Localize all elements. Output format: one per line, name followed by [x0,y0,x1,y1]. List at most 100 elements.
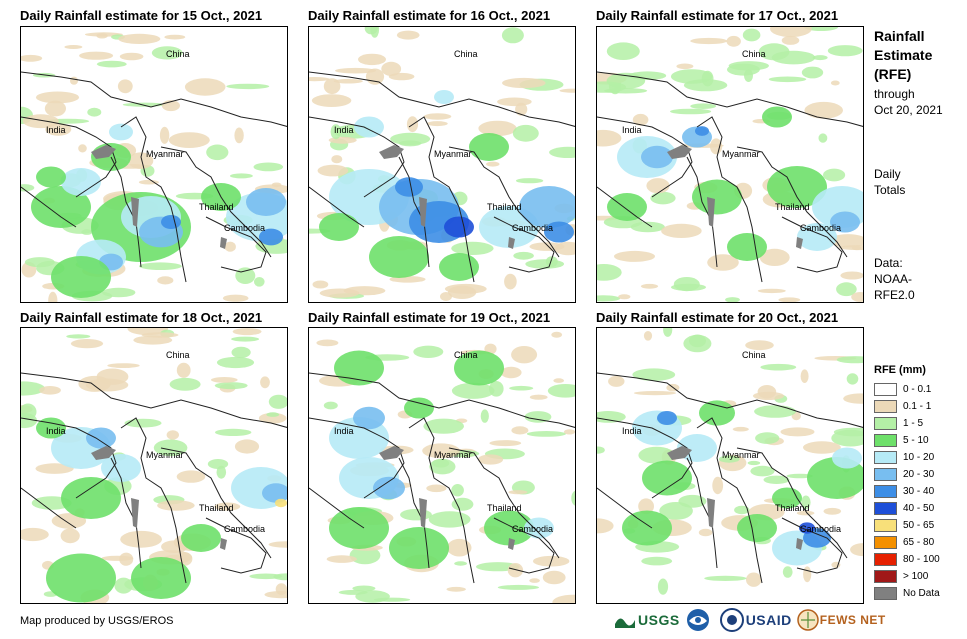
rain-patch [843,393,863,404]
rain-patch [829,234,863,248]
rain-patch [670,108,712,115]
rain-cell [737,514,777,542]
rain-patch [423,113,452,120]
legend-swatch [874,383,897,396]
rain-patch [559,88,575,93]
map-label-thailand: Thailand [199,503,234,513]
rain-patch [451,382,495,399]
legend-label: 0 - 0.1 [903,384,932,395]
rain-patch [44,100,66,117]
map-label-china: China [166,49,190,59]
country-border [309,372,575,428]
rain-patch [614,250,655,262]
rain-patch [21,184,35,192]
rain-patch [755,432,780,444]
rain-patch [326,555,357,563]
country-border [736,146,848,258]
rain-cell [797,223,837,251]
rain-cell [329,507,389,549]
rain-patch [750,465,775,477]
country-border [408,417,475,584]
rain-patch [211,377,238,383]
rain-patch [744,69,753,82]
rain-patch [509,385,534,391]
country-border [21,186,77,228]
rain-patch [659,502,693,520]
rain-patch [545,256,558,267]
legend-swatch [874,485,897,498]
rain-cell [36,166,66,188]
usgs-logo-icon [615,618,635,628]
rain-patch [66,334,91,339]
legend-item: > 100 [874,568,940,585]
sidebar-daily: Daily [874,167,901,181]
rain-patch [511,346,538,364]
rain-patch [500,366,522,379]
rain-patch [184,78,226,96]
rain-patch [676,63,694,70]
rain-patch [850,543,863,557]
rain-cell [61,168,101,196]
rain-cell [373,476,405,500]
panel-title-19oct: Daily Rainfall estimate for 19 Oct., 202… [308,310,551,325]
country-border [448,447,560,559]
rain-patch [206,144,229,161]
rain-patch [260,376,270,389]
rain-patch [390,132,431,145]
rain-patch [497,97,532,107]
rainfall-map [309,331,575,603]
map-panel-20oct: China India Myanmar Thailand Cambodia [596,327,864,604]
rain-patch [618,294,631,300]
legend-item: 50 - 65 [874,517,940,534]
legend-swatch [874,570,897,583]
rain-patch [800,369,809,383]
rain-patch [352,585,376,592]
rain-patch [515,102,528,116]
rain-patch [423,418,464,434]
legend-swatch [874,536,897,549]
rain-cell [444,216,474,238]
rain-cell [454,350,504,386]
rain-patch [35,463,74,474]
rain-patch [838,245,863,251]
no-data-area [91,145,227,249]
rain-patch [226,83,270,90]
country-border [309,487,365,529]
legend-swatch [874,502,897,515]
rain-patch [840,271,863,280]
country-border [597,71,863,127]
country-border [120,417,187,584]
rain-patch [823,507,842,515]
rain-patch [608,375,625,387]
legend-label: 0.1 - 1 [903,401,932,412]
sidebar-data-source: Data: NOAA- RFE2.0 [874,255,915,303]
legend-swatch [874,451,897,464]
country-border [110,457,142,569]
rain-patch [330,124,342,140]
map-label-cambodia: Cambodia [512,223,554,233]
fewsnet-logo: FEWS NET [819,613,886,627]
sidebar-data-label: Data: [874,256,903,270]
map-label-thailand: Thailand [199,202,234,212]
rain-patch [159,126,170,144]
rain-patch [21,412,38,429]
country-border [493,517,555,574]
country-border [309,71,575,127]
sidebar-title: Rainfall Estimate (RFE) [874,27,932,84]
rainfall-map [597,27,863,302]
rain-patch [801,495,811,510]
country-border [408,116,475,283]
legend-item: 0.1 - 1 [874,398,940,415]
usgs-logo: USGS [638,612,680,628]
legend-label: 30 - 40 [903,486,935,497]
rain-patch [444,283,487,294]
rain-patch [268,541,287,548]
rain-patch [553,378,564,383]
rain-patch [851,292,863,302]
sidebar-noaa: NOAA- [874,272,913,286]
map-label-china: China [454,49,478,59]
panel-title-17oct: Daily Rainfall estimate for 17 Oct., 202… [596,8,839,23]
rain-cell [161,215,181,229]
rain-patch [428,511,471,528]
legend-swatch [874,587,897,600]
